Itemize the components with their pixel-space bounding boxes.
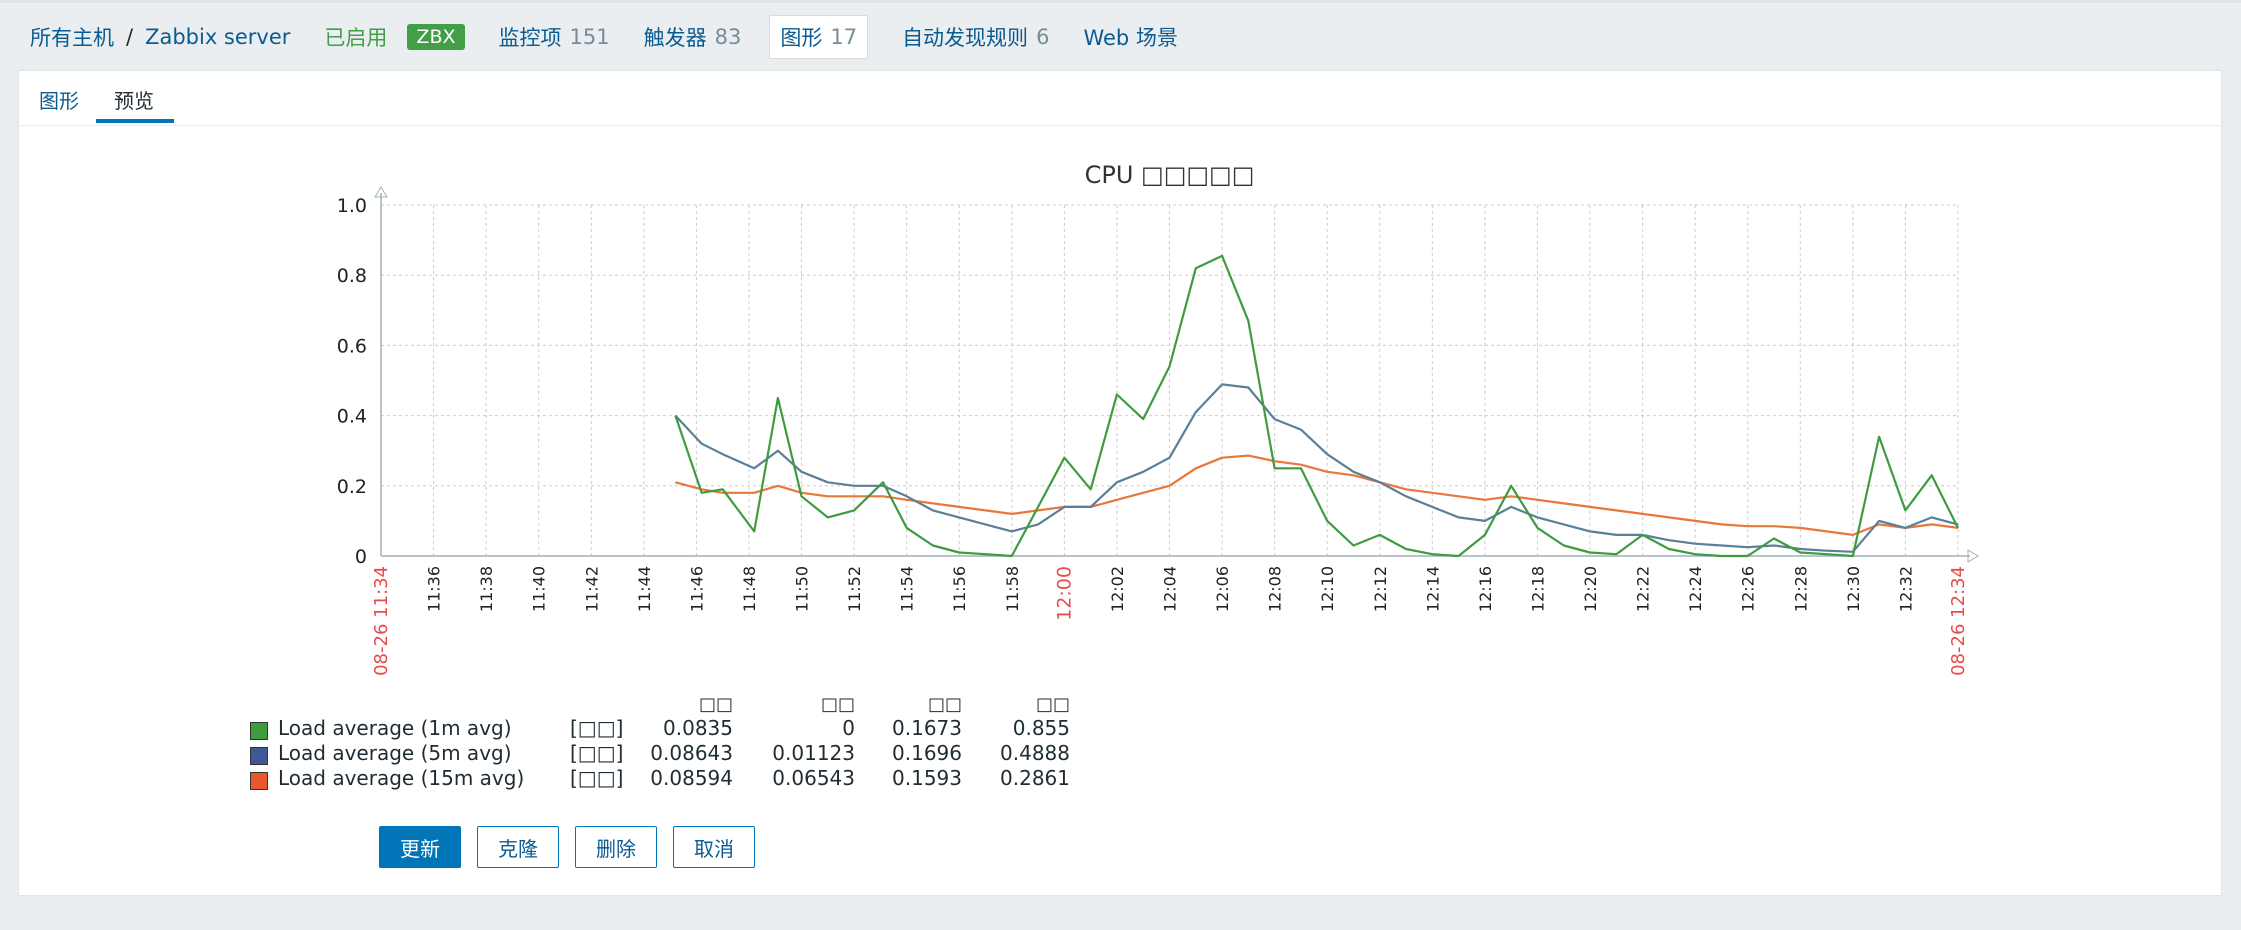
nav-triggers-count: 83: [714, 24, 742, 49]
x-tick-label: 12:00: [1053, 566, 1075, 621]
legend-value: 0.01123: [772, 741, 855, 765]
form-buttons: 更新 克隆 删除 取消: [379, 826, 755, 868]
x-tick-label: 11:40: [530, 566, 549, 612]
clone-button[interactable]: 克隆: [477, 826, 559, 868]
legend-tag: [□□]: [570, 766, 624, 790]
x-tick-label: 11:48: [740, 566, 759, 612]
host-status[interactable]: 已启用: [324, 25, 388, 50]
x-tick-label: 12:30: [1844, 566, 1863, 612]
legend-series-name: Load average (15m avg): [278, 766, 525, 790]
legend-tag: [□□]: [570, 716, 624, 740]
delete-button[interactable]: 删除: [575, 826, 657, 868]
nav-graphs-label: 图形: [780, 25, 823, 50]
series-line-3: [675, 454, 1959, 537]
legend-value: 0.08643: [650, 741, 733, 765]
series-line-1: [674, 254, 1959, 558]
chart-title: CPU □□□□□: [1085, 161, 1255, 189]
nav-items-count: 151: [569, 24, 610, 49]
x-tick-label: 11:58: [1003, 566, 1022, 612]
x-tick-label: 12:10: [1318, 566, 1337, 612]
x-tick-label: 12:28: [1791, 566, 1810, 612]
zbx-badge: ZBX: [407, 23, 465, 50]
nav-graphs[interactable]: 图形 17: [769, 14, 869, 59]
breadcrumb-separator: /: [126, 24, 134, 49]
legend-value: 0.2861: [1000, 766, 1070, 790]
legend-value: 0.0835: [663, 716, 733, 740]
breadcrumb-host[interactable]: Zabbix server: [145, 24, 291, 49]
x-tick-label: 12:06: [1213, 566, 1232, 612]
tab-bar: 图形 预览: [19, 71, 2221, 126]
legend-swatch: [250, 722, 268, 740]
tab-graph[interactable]: 图形: [39, 89, 79, 113]
y-tick-label: 0.6: [337, 335, 367, 357]
nav-discovery-count: 6: [1036, 24, 1050, 49]
nav-triggers-label: 触发器: [643, 25, 707, 50]
legend-tag: [□□]: [570, 741, 624, 765]
x-tick-label: 12:18: [1528, 566, 1547, 612]
x-start-label: 08-26 11:34: [371, 566, 392, 676]
x-tick-label: 12:12: [1371, 566, 1390, 612]
y-tick-label: 0.4: [337, 406, 367, 428]
active-tab-indicator: [96, 119, 174, 123]
legend-header: □□: [820, 694, 855, 715]
nav-web[interactable]: Web 场景: [1083, 25, 1178, 50]
x-tick-label: 12:32: [1896, 566, 1915, 612]
legend-series-name: Load average (1m avg): [278, 716, 512, 740]
x-tick-label: 12:26: [1739, 566, 1758, 612]
top-navigation: 所有主机 / Zabbix server 已启用 ZBX 监控项 151 触发器 8…: [0, 0, 2241, 70]
legend-value: 0.1593: [892, 766, 962, 790]
x-tick-label: 12:16: [1476, 566, 1495, 612]
x-tick-label: 12:20: [1581, 566, 1600, 612]
y-axis-arrow: [374, 186, 388, 198]
x-tick-label: 12:04: [1161, 566, 1180, 612]
legend-value: 0.4888: [1000, 741, 1070, 765]
x-tick-label: 11:38: [477, 566, 496, 612]
legend-header: □□: [1035, 694, 1070, 715]
x-tick-label: 12:08: [1266, 566, 1285, 612]
legend-series-name: Load average (5m avg): [278, 741, 512, 765]
x-tick-label: 11:36: [425, 566, 444, 612]
nav-items-label: 监控项: [498, 25, 562, 50]
legend-header: □□: [698, 694, 733, 715]
x-axis-arrow: [1967, 549, 1979, 563]
legend-value: 0.855: [1012, 716, 1070, 740]
legend-value: 0: [842, 716, 855, 740]
update-button[interactable]: 更新: [379, 826, 461, 868]
nav-discovery-label: 自动发现规则: [902, 25, 1029, 50]
x-tick-label: 12:02: [1108, 566, 1127, 612]
nav-items[interactable]: 监控项 151: [499, 22, 610, 52]
legend-swatch: [250, 747, 268, 765]
content-panel: 图形 预览: [18, 70, 2222, 896]
y-tick-label: 1.0: [337, 195, 367, 217]
y-tick-label: 0.8: [337, 265, 367, 287]
legend-value: 0.1673: [892, 716, 962, 740]
nav-triggers[interactable]: 触发器 83: [644, 22, 742, 52]
x-tick-label: 11:50: [793, 566, 812, 612]
x-tick-label: 11:54: [898, 566, 917, 612]
x-tick-label: 11:56: [950, 566, 969, 612]
x-tick-label: 12:22: [1634, 566, 1653, 612]
tab-preview[interactable]: 预览: [114, 89, 154, 113]
breadcrumb-all-hosts[interactable]: 所有主机: [30, 25, 114, 50]
x-tick-label: 11:52: [845, 566, 864, 612]
legend-value: 0.1696: [892, 741, 962, 765]
x-tick-label: 11:42: [582, 566, 601, 612]
x-tick-label: 12:14: [1423, 566, 1442, 612]
legend-value: 0.06543: [772, 766, 855, 790]
legend-swatch: [250, 772, 268, 790]
y-tick-label: 0.2: [337, 476, 367, 498]
x-end-label: 08-26 12:34: [1948, 566, 1969, 676]
cancel-button[interactable]: 取消: [673, 826, 755, 868]
x-tick-label: 12:24: [1686, 566, 1705, 612]
legend-value: 0.08594: [650, 766, 733, 790]
nav-graphs-count: 17: [830, 24, 858, 49]
nav-discovery[interactable]: 自动发现规则 6: [902, 22, 1049, 52]
legend-header: □□: [927, 694, 962, 715]
y-tick-label: 0: [355, 546, 367, 568]
x-tick-label: 11:44: [635, 566, 654, 612]
x-tick-label: 11:46: [687, 566, 706, 612]
